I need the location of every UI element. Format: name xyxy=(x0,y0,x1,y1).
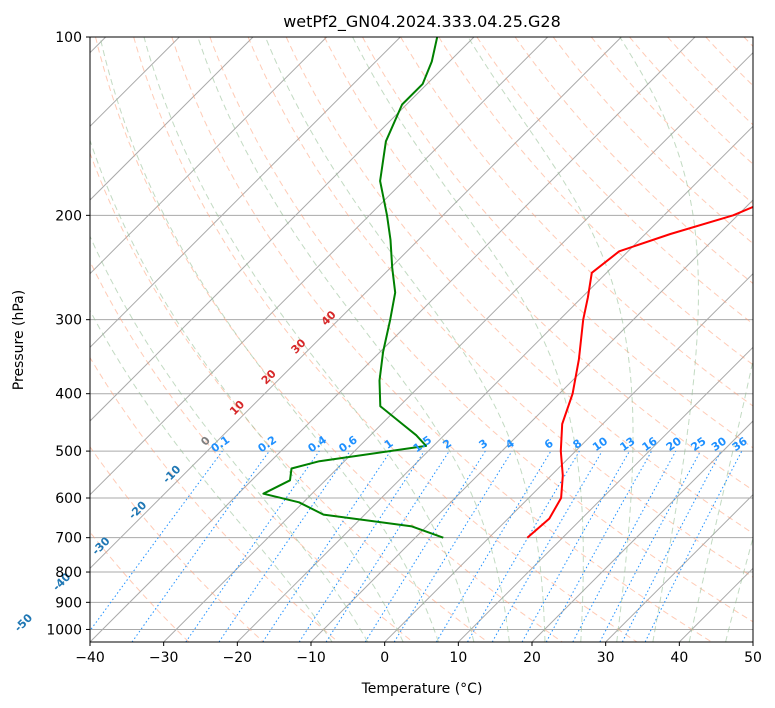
x-tick-label: −20 xyxy=(223,650,253,666)
mixing-ratio-line xyxy=(218,450,351,642)
dry-adiabat xyxy=(590,37,753,205)
isotherm-line xyxy=(90,37,328,275)
dry-adiabat xyxy=(90,356,339,642)
x-tick-label: −40 xyxy=(75,650,105,666)
moist-adiabat xyxy=(99,37,439,642)
dry-adiabat xyxy=(247,37,753,578)
isotherm-line xyxy=(163,51,753,642)
moist-adiabat xyxy=(143,37,475,642)
mixing-ratio-line xyxy=(185,450,320,642)
moist-adiabat xyxy=(90,138,404,642)
isotherm-line xyxy=(90,37,622,570)
mixing-ratio-line xyxy=(90,450,223,632)
y-tick-label: 500 xyxy=(55,444,82,460)
dewpoint-profile xyxy=(262,37,444,539)
isotherm-line xyxy=(605,493,753,642)
y-tick-label: 900 xyxy=(55,595,82,611)
mixing-ratio-line xyxy=(545,450,653,642)
moist-adiabat xyxy=(90,309,333,642)
x-axis-label: Temperature (°C) xyxy=(361,681,483,697)
dry-adiabat xyxy=(209,37,753,623)
isotherm-line xyxy=(384,272,753,642)
isotherm-line xyxy=(236,125,753,642)
moist-adiabat xyxy=(688,357,753,642)
y-tick-label: 600 xyxy=(55,491,82,507)
x-tick-label: 50 xyxy=(744,650,762,666)
chart-title: wetPf2_GN04.2024.333.04.25.G28 xyxy=(283,12,561,32)
sounding-profiles xyxy=(262,37,753,539)
dry-adiabat xyxy=(90,260,414,642)
dry-adiabat xyxy=(362,37,753,449)
x-tick-label: 10 xyxy=(449,650,467,666)
x-tick-label: 20 xyxy=(523,650,541,666)
dry-adiabat xyxy=(552,37,753,245)
y-tick-label: 200 xyxy=(55,208,82,224)
x-tick-label: 0 xyxy=(380,650,389,666)
mixing-ratio-line xyxy=(393,450,513,642)
background-lines xyxy=(90,37,753,642)
mixing-ratio-line xyxy=(131,450,270,642)
mixing-ratio-line xyxy=(572,450,677,642)
mixing-ratio-line xyxy=(644,450,743,642)
mixing-ratio-line xyxy=(298,450,425,642)
dry-adiabat xyxy=(285,37,753,534)
isotherm-line xyxy=(531,420,753,642)
y-tick-label: 100 xyxy=(55,30,82,46)
plot-frame xyxy=(89,36,754,643)
isotherm-line xyxy=(90,37,696,642)
mixing-ratio-line xyxy=(325,450,450,642)
dry-adiabat xyxy=(323,37,753,491)
x-tick-label: 40 xyxy=(670,650,688,666)
moist-adiabat xyxy=(725,536,753,642)
temperature-profile xyxy=(526,205,753,539)
mixing-ratio-line xyxy=(262,450,392,642)
dry-adiabat xyxy=(400,37,753,407)
moist-adiabat xyxy=(90,235,369,642)
y-tick-label: 700 xyxy=(55,531,82,547)
dry-adiabat xyxy=(90,445,264,642)
x-tick-label: 30 xyxy=(597,650,615,666)
moist-adiabat xyxy=(352,37,584,642)
isotherm-line xyxy=(90,37,475,422)
dry-adiabat xyxy=(95,37,563,642)
dry-adiabat xyxy=(171,37,712,642)
moist-adiabat xyxy=(264,37,546,642)
y-tick-label: 800 xyxy=(55,565,82,581)
isotherm-line xyxy=(90,37,254,201)
dry-adiabat xyxy=(133,37,638,642)
dry-adiabat xyxy=(438,37,753,366)
y-tick-label: 300 xyxy=(55,313,82,329)
axis-ticks: −40 −30 −20 −10 0 10 20 30 40 50 100 200 300 400 500 60… xyxy=(46,30,762,666)
x-tick-label: −30 xyxy=(149,650,179,666)
isotherm-line xyxy=(457,346,753,642)
mixing-ratio-line xyxy=(521,450,630,642)
y-tick-label: 400 xyxy=(55,387,82,403)
isotherm-line xyxy=(90,37,549,496)
moist-adiabat xyxy=(197,37,510,642)
x-tick-label: −10 xyxy=(296,650,326,666)
y-tick-label: 1000 xyxy=(46,622,82,638)
moist-adiabat xyxy=(619,37,699,642)
y-axis-label: Pressure (hPa) xyxy=(11,290,27,390)
isotherm-line xyxy=(90,37,401,349)
